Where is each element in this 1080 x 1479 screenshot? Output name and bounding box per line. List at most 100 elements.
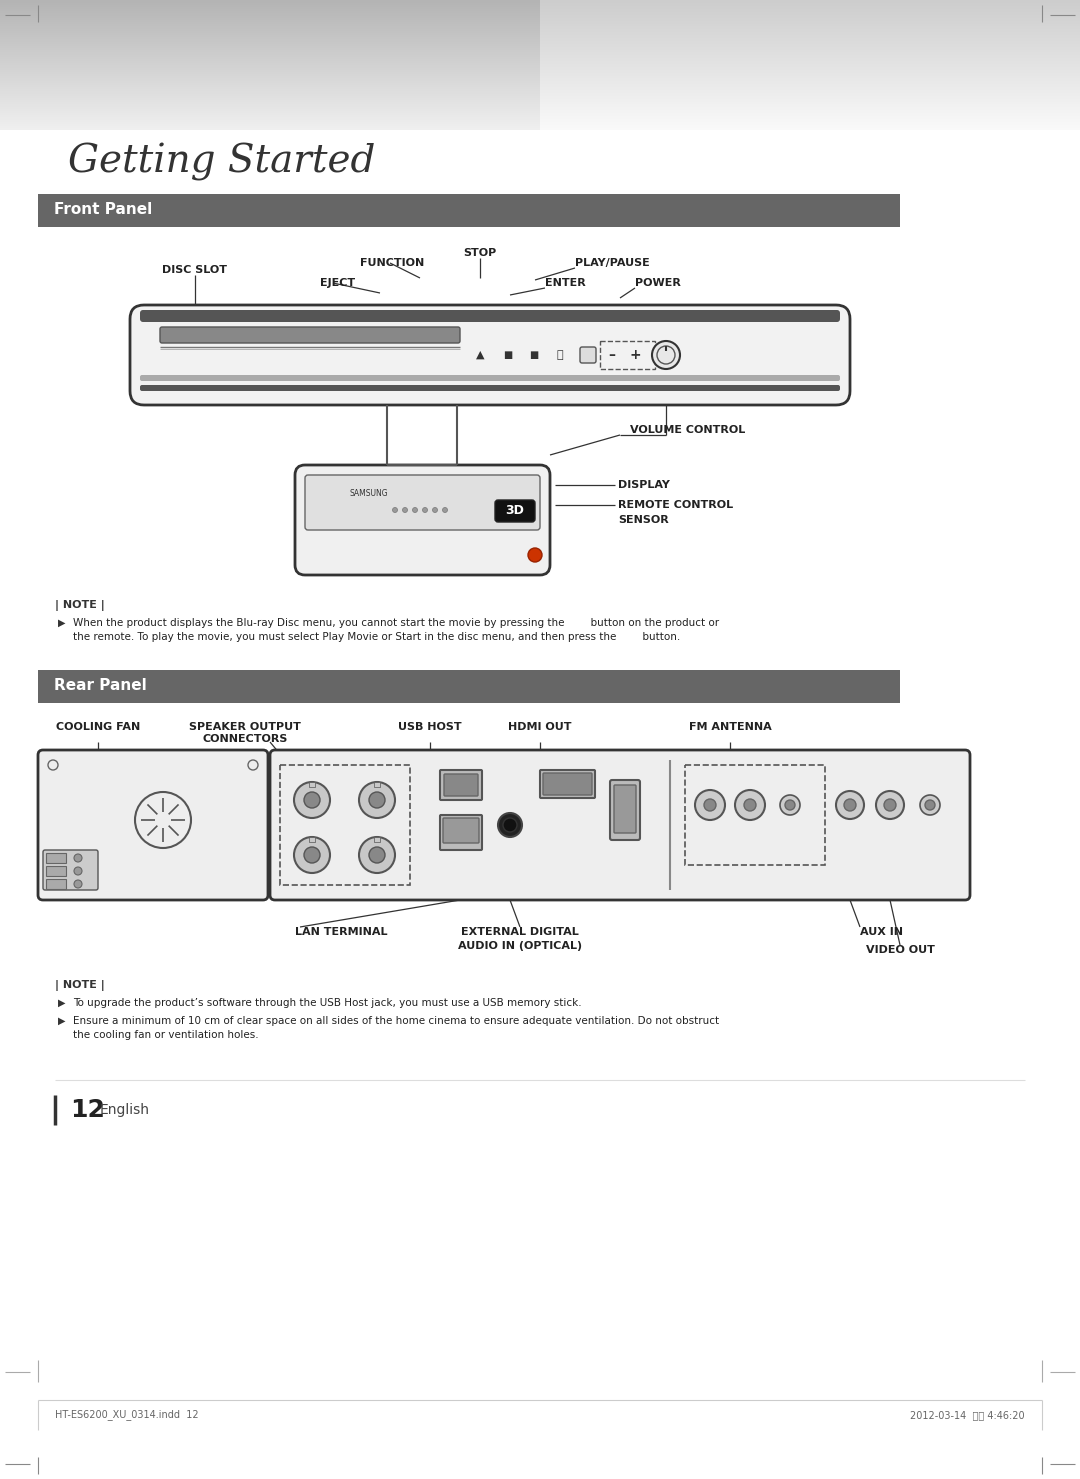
Text: ▲: ▲ (476, 351, 484, 359)
Circle shape (836, 791, 864, 819)
Circle shape (443, 507, 447, 513)
Text: ▶: ▶ (58, 618, 66, 629)
Circle shape (876, 791, 904, 819)
Circle shape (432, 507, 437, 513)
FancyBboxPatch shape (140, 376, 840, 382)
Text: SENSOR: SENSOR (618, 515, 669, 525)
Circle shape (780, 796, 800, 815)
Text: –: – (608, 348, 616, 362)
Circle shape (403, 507, 407, 513)
Bar (309, 782, 315, 787)
Bar (46, 867, 66, 876)
Text: ■: ■ (529, 351, 539, 359)
Text: 2012-03-14  오후 4:46:20: 2012-03-14 오후 4:46:20 (910, 1409, 1025, 1420)
Circle shape (392, 507, 397, 513)
Text: Getting Started: Getting Started (68, 143, 376, 180)
Circle shape (413, 507, 418, 513)
Text: 12: 12 (70, 1097, 105, 1123)
Text: PLAY/PAUSE: PLAY/PAUSE (575, 257, 650, 268)
Bar (38, 194, 900, 226)
Text: ▶: ▶ (58, 1016, 66, 1026)
Bar (38, 670, 900, 703)
Circle shape (75, 867, 82, 876)
FancyBboxPatch shape (305, 475, 540, 529)
Circle shape (704, 799, 716, 810)
Circle shape (696, 790, 725, 819)
Text: To upgrade the product’s software through the USB Host jack, you must use a USB : To upgrade the product’s software throug… (73, 998, 582, 1009)
Text: FUNCTION: FUNCTION (360, 257, 424, 268)
FancyBboxPatch shape (580, 348, 596, 362)
FancyBboxPatch shape (444, 774, 478, 796)
Text: FM ANTENNA: FM ANTENNA (689, 722, 771, 732)
Circle shape (503, 818, 517, 833)
Bar (46, 853, 66, 864)
Circle shape (422, 507, 428, 513)
Text: SPEAKER OUTPUT: SPEAKER OUTPUT (189, 722, 301, 732)
FancyBboxPatch shape (443, 818, 480, 843)
FancyBboxPatch shape (140, 385, 840, 390)
FancyBboxPatch shape (540, 771, 595, 799)
Text: SAMSUNG: SAMSUNG (350, 488, 389, 497)
Bar (46, 879, 66, 889)
Circle shape (920, 796, 940, 815)
Text: the cooling fan or ventilation holes.: the cooling fan or ventilation holes. (73, 1029, 258, 1040)
Circle shape (75, 880, 82, 887)
Text: USB HOST: USB HOST (399, 722, 462, 732)
Circle shape (735, 790, 765, 819)
Text: When the product displays the Blu-ray Disc menu, you cannot start the movie by p: When the product displays the Blu-ray Di… (73, 618, 719, 629)
Bar (685, 765, 825, 865)
Text: REMOTE CONTROL: REMOTE CONTROL (618, 500, 733, 510)
FancyBboxPatch shape (43, 850, 98, 890)
Text: ▶: ▶ (58, 998, 66, 1009)
FancyBboxPatch shape (160, 327, 460, 343)
Bar (309, 837, 315, 842)
FancyBboxPatch shape (38, 750, 268, 901)
Circle shape (75, 853, 82, 862)
Text: EJECT: EJECT (320, 278, 355, 288)
Text: CONNECTORS: CONNECTORS (202, 734, 287, 744)
Bar (280, 765, 410, 884)
Circle shape (369, 791, 384, 808)
FancyBboxPatch shape (543, 774, 592, 796)
FancyBboxPatch shape (610, 779, 640, 840)
Text: Ensure a minimum of 10 cm of clear space on all sides of the home cinema to ensu: Ensure a minimum of 10 cm of clear space… (73, 1016, 719, 1026)
Circle shape (924, 800, 935, 810)
Circle shape (652, 342, 680, 368)
Circle shape (528, 549, 542, 562)
Bar (374, 837, 380, 842)
Text: the remote. To play the movie, you must select Play Movie or Start in the disc m: the remote. To play the movie, you must … (73, 632, 680, 642)
Circle shape (498, 813, 522, 837)
Circle shape (294, 837, 330, 873)
Circle shape (359, 782, 395, 818)
Circle shape (785, 800, 795, 810)
Text: ■: ■ (503, 351, 513, 359)
Text: HDMI OUT: HDMI OUT (509, 722, 571, 732)
Text: Front Panel: Front Panel (54, 203, 152, 217)
Text: POWER: POWER (635, 278, 680, 288)
FancyBboxPatch shape (295, 464, 550, 575)
Text: COOLING FAN: COOLING FAN (56, 722, 140, 732)
FancyBboxPatch shape (495, 500, 535, 522)
Text: 3D: 3D (505, 504, 525, 518)
Circle shape (359, 837, 395, 873)
Text: +: + (630, 348, 640, 362)
FancyBboxPatch shape (615, 785, 636, 833)
Text: STOP: STOP (463, 248, 497, 257)
Circle shape (294, 782, 330, 818)
Bar (600, 342, 654, 368)
Text: AUDIO IN (OPTICAL): AUDIO IN (OPTICAL) (458, 941, 582, 951)
Text: ⏮: ⏮ (556, 351, 564, 359)
Text: Rear Panel: Rear Panel (54, 679, 147, 694)
Text: | NOTE |: | NOTE | (55, 600, 105, 611)
Text: ENTER: ENTER (545, 278, 585, 288)
FancyBboxPatch shape (270, 750, 970, 901)
FancyBboxPatch shape (130, 305, 850, 405)
FancyBboxPatch shape (140, 311, 840, 322)
Bar (374, 782, 380, 787)
Text: VOLUME CONTROL: VOLUME CONTROL (630, 424, 745, 435)
Text: English: English (100, 1103, 150, 1117)
Text: LAN TERMINAL: LAN TERMINAL (295, 927, 388, 938)
Text: VIDEO OUT: VIDEO OUT (865, 945, 934, 955)
Circle shape (885, 799, 896, 810)
FancyBboxPatch shape (440, 815, 482, 850)
